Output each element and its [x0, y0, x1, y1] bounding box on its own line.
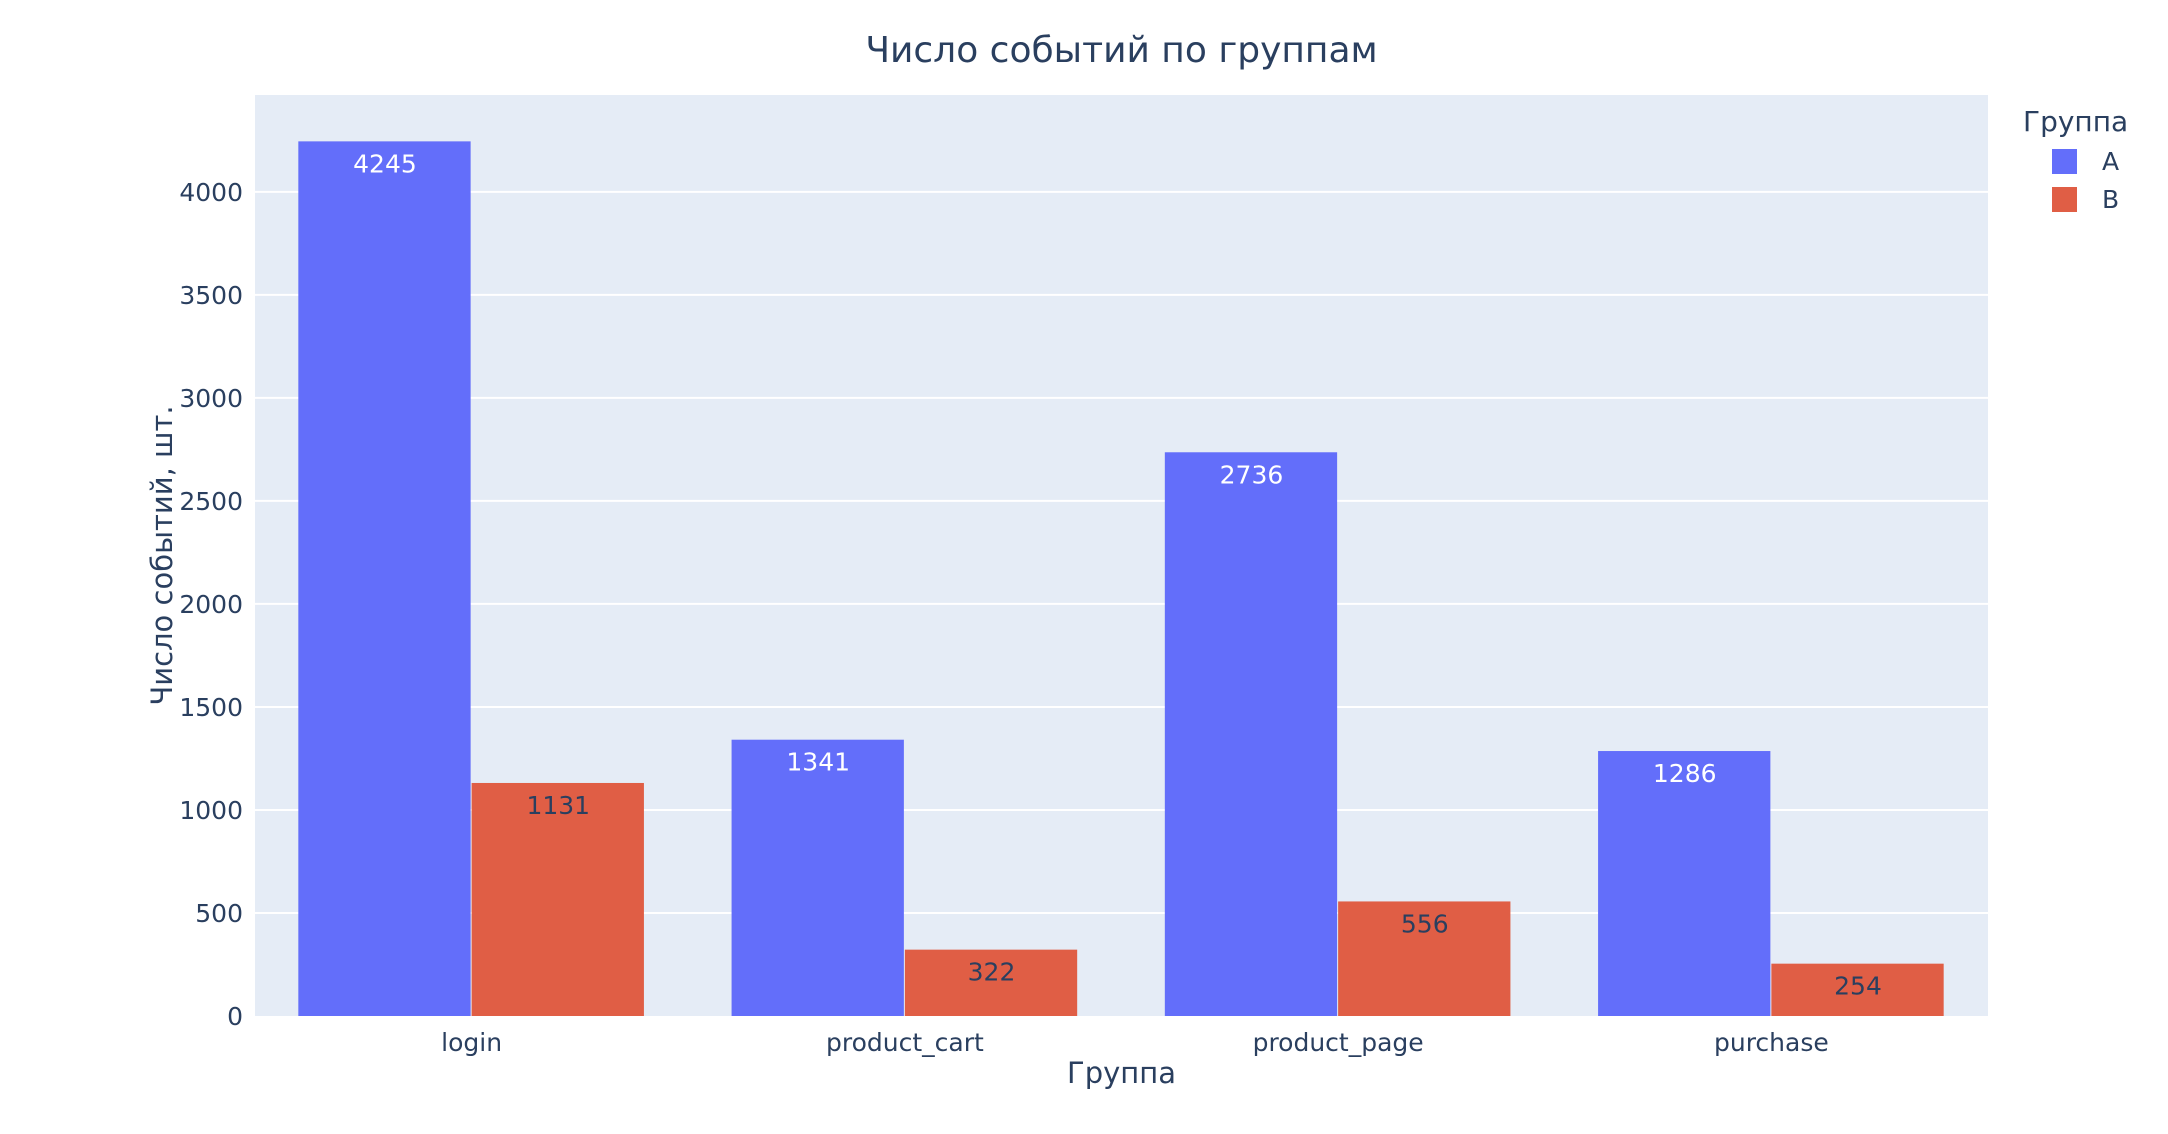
x-axis-title: Группа: [1067, 1056, 1176, 1090]
legend-swatch-A[interactable]: [2052, 149, 2077, 174]
y-tick-label: 0: [227, 1002, 243, 1031]
bar-value-label: 254: [1834, 972, 1882, 1001]
bar-value-label: 322: [968, 958, 1016, 987]
bar-B-product_page[interactable]: [1338, 901, 1511, 1016]
x-tick-label: purchase: [1714, 1028, 1829, 1057]
bar-value-label: 1286: [1653, 759, 1717, 788]
x-tick-label: product_cart: [826, 1028, 984, 1057]
bars: [298, 141, 1944, 1017]
x-tick-label: product_page: [1253, 1028, 1424, 1057]
bar-value-label: 2736: [1220, 460, 1284, 489]
chart-title: Число событий по группам: [865, 30, 1377, 71]
legend-label-B[interactable]: B: [2102, 185, 2119, 214]
y-tick-label: 3000: [179, 384, 243, 413]
y-tick-label: 2000: [179, 590, 243, 619]
y-axis-ticks: 0 500 1000 1500 2000 2500 3000 3500 4000: [179, 178, 243, 1031]
legend-swatch-B[interactable]: [2052, 187, 2077, 212]
bar-value-label: 1131: [526, 791, 590, 820]
bar-A-login[interactable]: [298, 141, 471, 1016]
bar-B-purchase[interactable]: [1771, 963, 1944, 1016]
y-tick-label: 1500: [179, 693, 243, 722]
bar-labels: 4245 1131 1341 322 2736 556 1286 254: [353, 149, 1882, 1000]
bar-value-label: 556: [1401, 909, 1449, 938]
bar-value-label: 4245: [353, 149, 417, 178]
bar-A-purchase[interactable]: [1598, 751, 1771, 1016]
x-tick-label: login: [441, 1028, 502, 1057]
legend[interactable]: Группа AB: [2023, 105, 2128, 214]
y-tick-label: 500: [195, 899, 243, 928]
bar-B-product_cart[interactable]: [904, 949, 1078, 1016]
bar-A-product_cart[interactable]: [731, 739, 904, 1016]
y-tick-label: 2500: [179, 487, 243, 516]
bar-A-product_page[interactable]: [1164, 452, 1338, 1017]
y-tick-label: 3500: [179, 281, 243, 310]
x-axis-ticks: login product_cart product_page purchase: [441, 1028, 1829, 1057]
bar-B-login[interactable]: [471, 782, 644, 1016]
legend-title: Группа: [2023, 105, 2128, 138]
bar-value-label: 1341: [786, 748, 850, 777]
y-tick-label: 4000: [179, 178, 243, 207]
y-axis-title: Число событий, шт.: [145, 405, 179, 705]
y-tick-label: 1000: [179, 796, 243, 825]
legend-label-A[interactable]: A: [2102, 147, 2119, 176]
